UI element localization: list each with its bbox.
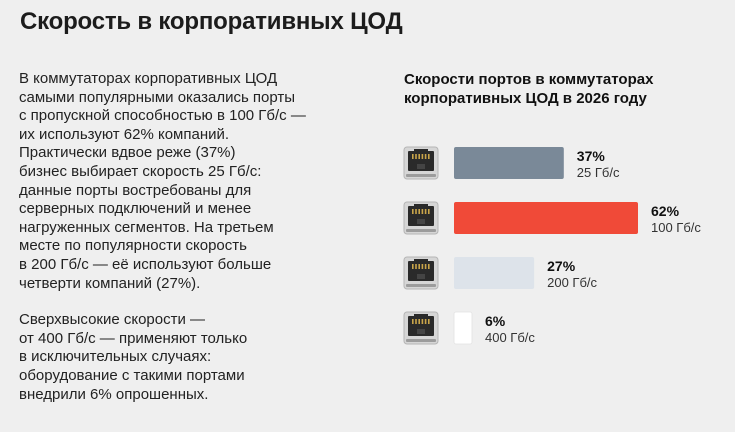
article-paragraph: В коммутаторах корпоративных ЦОД самыми … <box>19 70 306 292</box>
category-label: 25 Гб/с <box>577 165 620 180</box>
bar <box>453 311 473 345</box>
value-label: 62% <box>651 203 680 219</box>
article-text: В коммутаторах корпоративных ЦОД самыми … <box>19 70 349 404</box>
bar <box>454 257 535 289</box>
category-label: 400 Гб/с <box>485 330 535 345</box>
ethernet-port-icon <box>403 201 439 235</box>
value-label: 6% <box>485 313 506 329</box>
ethernet-port-icon <box>403 311 439 345</box>
bar <box>454 147 564 179</box>
ethernet-port-icon <box>403 146 439 180</box>
category-label: 200 Гб/с <box>547 275 597 290</box>
chart-title: Скорости портов в коммутаторах корпорати… <box>404 71 654 107</box>
category-label: 100 Гб/с <box>651 220 701 235</box>
ethernet-port-icon <box>403 256 439 290</box>
value-label: 37% <box>577 148 606 164</box>
bar <box>454 202 638 234</box>
article-paragraph: Сверхвысокие скорости — от 400 Гб/с — пр… <box>19 311 248 403</box>
value-label: 27% <box>547 258 576 274</box>
page-title: Скорость в корпоративных ЦОД <box>20 8 403 35</box>
